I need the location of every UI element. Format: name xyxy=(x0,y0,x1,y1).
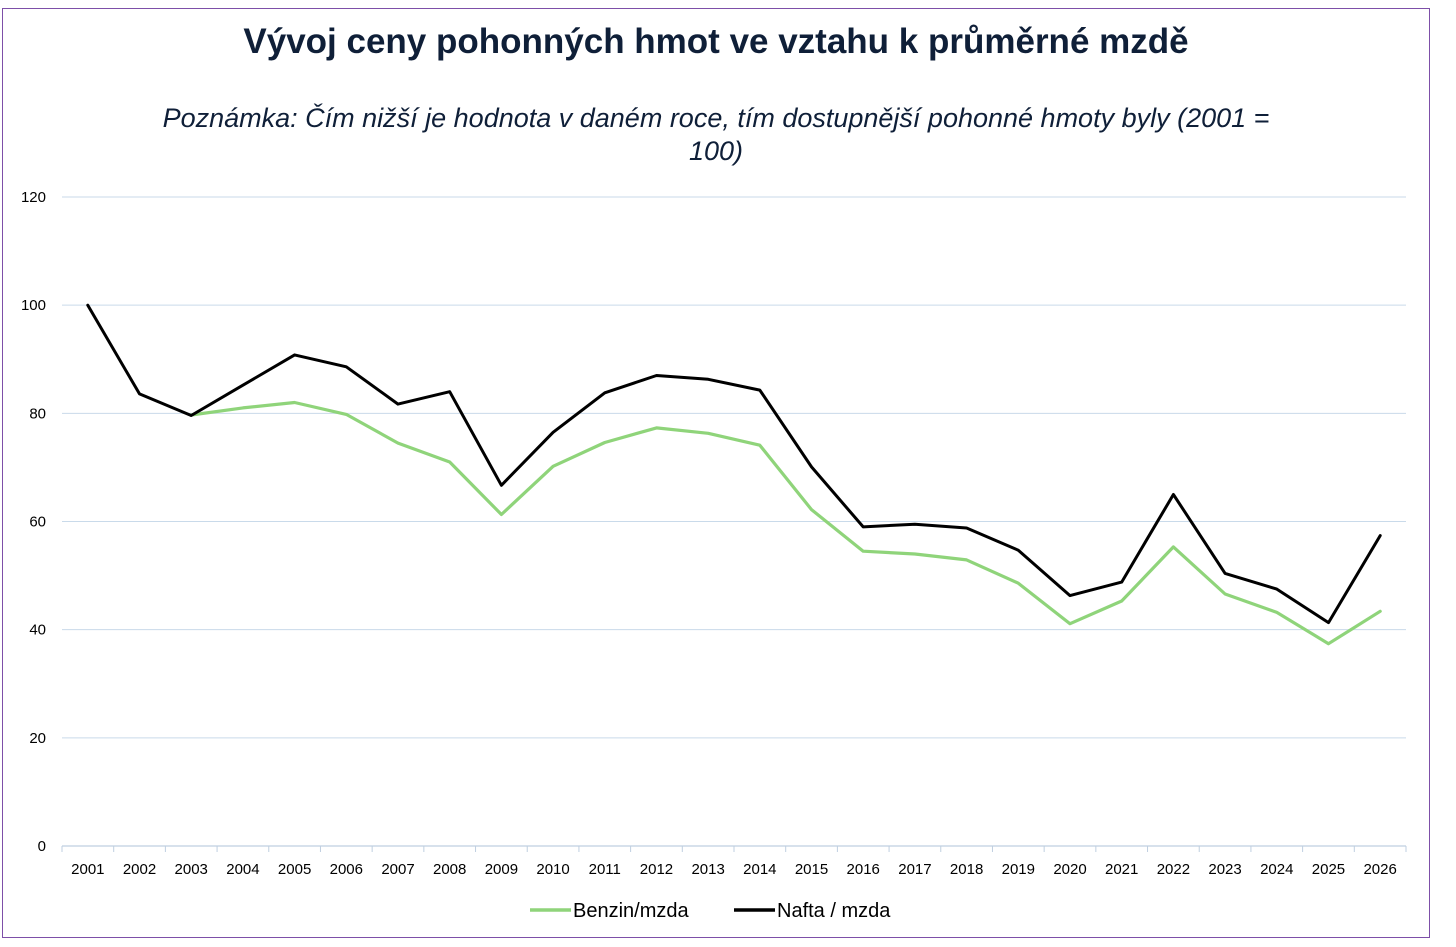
x-tick-label: 2013 xyxy=(691,861,724,878)
x-tick-label: 2012 xyxy=(640,861,673,878)
chart-subtitle: Poznámka: Čím nižší je hodnota v daném r… xyxy=(162,103,1270,166)
x-tick-label: 2026 xyxy=(1363,861,1396,878)
series-line-0 xyxy=(189,400,1382,646)
x-tick-label: 2008 xyxy=(433,861,466,878)
y-tick-label: 120 xyxy=(21,189,46,206)
y-tick-label: 40 xyxy=(29,622,46,639)
x-tick-label: 2022 xyxy=(1157,861,1190,878)
x-tick-label: 2003 xyxy=(175,861,208,878)
series-lines xyxy=(86,303,1382,646)
chart-frame xyxy=(2,8,1430,938)
x-tick-label: 2001 xyxy=(71,861,104,878)
x-tick-label: 2007 xyxy=(381,861,414,878)
x-tick-label: 2018 xyxy=(950,861,983,878)
x-tick-label: 2004 xyxy=(226,861,259,878)
y-axis-tick-labels: 0 20 40 60 80 100 120 xyxy=(21,189,46,855)
x-tick-label: 2025 xyxy=(1312,861,1345,878)
x-tick-label: 2002 xyxy=(123,861,156,878)
x-tick-label: 2016 xyxy=(847,861,880,878)
y-tick-label: 20 xyxy=(29,730,46,747)
y-tick-label: 80 xyxy=(29,405,46,422)
x-tick-label: 2017 xyxy=(898,861,931,878)
x-tick-label: 2021 xyxy=(1105,861,1138,878)
x-tick-label: 2005 xyxy=(278,861,311,878)
y-tick-label: 60 xyxy=(29,514,46,531)
y-tick-label: 100 xyxy=(21,297,46,314)
gridlines xyxy=(62,196,1406,739)
x-axis xyxy=(61,845,1407,852)
x-tick-label: 2015 xyxy=(795,861,828,878)
series-line-1 xyxy=(86,303,1382,625)
x-tick-label: 2014 xyxy=(743,861,776,878)
legend-label-0: Benzin/mzda xyxy=(573,900,689,922)
x-tick-label: 2024 xyxy=(1260,861,1293,878)
x-tick-label: 2011 xyxy=(589,861,621,878)
x-tick-label: 2020 xyxy=(1053,861,1086,878)
x-tick-label: 2006 xyxy=(330,861,363,878)
legend: Benzin/mzda Nafta / mzda xyxy=(530,900,891,922)
x-tick-label: 2010 xyxy=(536,861,569,878)
x-tick-label: 2009 xyxy=(485,861,518,878)
chart-title: Vývoj ceny pohonných hmot ve vztahu k pr… xyxy=(243,22,1189,61)
legend-label-1: Nafta / mzda xyxy=(777,900,891,922)
y-tick-label: 0 xyxy=(38,838,46,855)
x-tick-label: 2019 xyxy=(1002,861,1035,878)
x-axis-tick-labels: 2001 2002 2003 2004 2005 2006 2007 2008 2009 2010… xyxy=(71,861,1397,878)
x-tick-label: 2023 xyxy=(1208,861,1241,878)
